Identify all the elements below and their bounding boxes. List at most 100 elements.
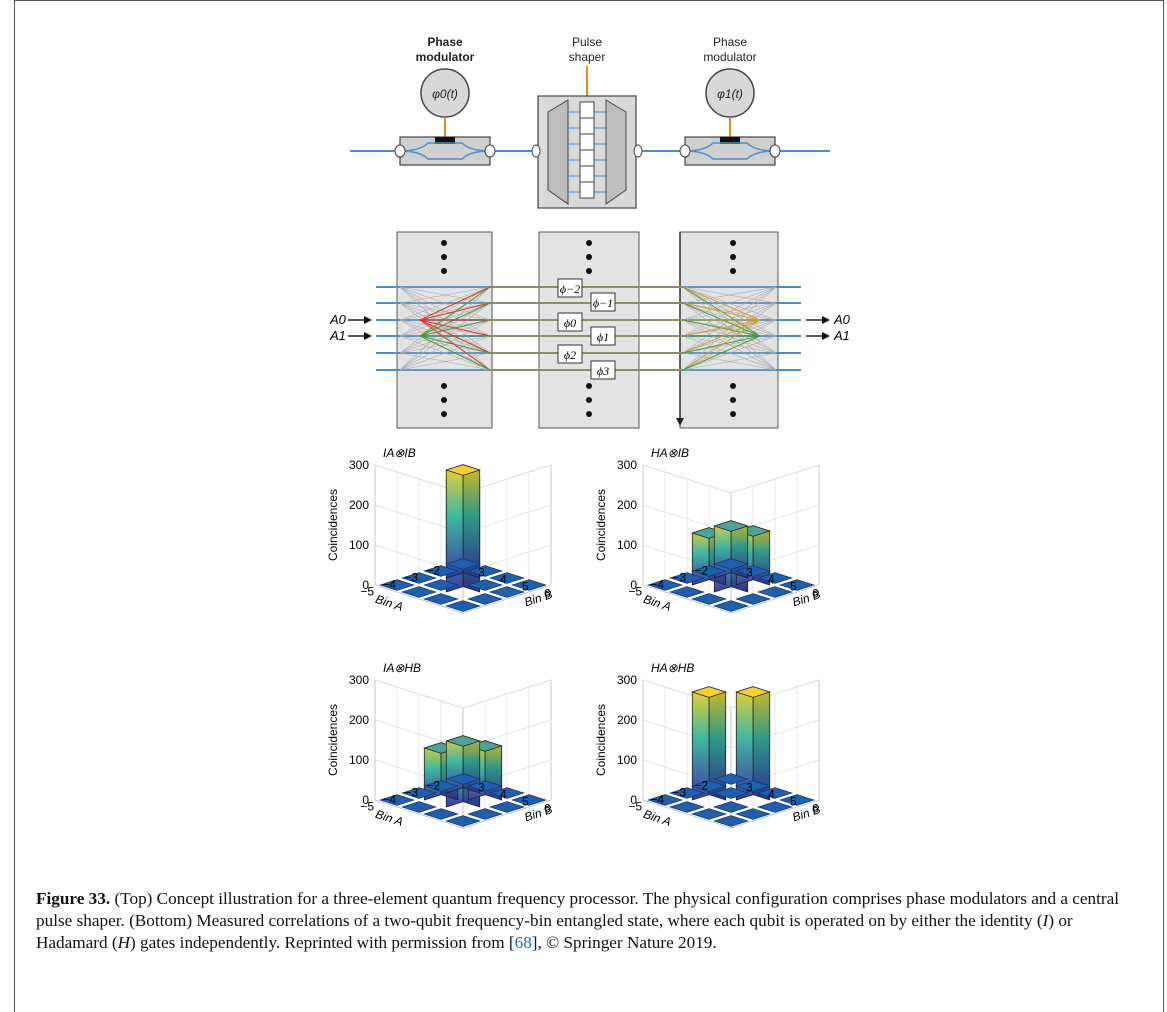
chart-3-z-tick-2: 200	[617, 713, 637, 727]
chart-3-floor-tile	[690, 808, 728, 820]
chart-1-floor-tile	[668, 586, 706, 598]
chart-0-x-tick-2: −3	[404, 571, 418, 585]
chart-2-floor-tile	[422, 780, 460, 792]
pm1-label-line2: modulator	[703, 50, 756, 64]
chart-0-z-tick-2: 200	[349, 498, 369, 512]
chart-1-y-tick-0: 3	[746, 566, 753, 580]
chart-0: 0 100 200 300 Coincidences IA⊗IB −5 −4 −3 −2 Bin A…	[326, 446, 554, 614]
middle-diagram: ϕ−2 ϕ−1 ϕ0 ϕ1 ϕ2 ϕ3 A0 A1 A0 A1	[329, 231, 851, 429]
chart-3-floor-tile	[668, 787, 706, 799]
chart-0-floor-tile	[510, 579, 548, 591]
chart-3: 0 100 200 300 Coincidences HA⊗HB −5 −4 −3 −2 Bin A…	[594, 661, 822, 829]
chart-3-x-tick-2: −3	[672, 786, 686, 800]
chart-1-z-tick-3: 300	[617, 458, 637, 472]
top-diagram: Phase modulator φ0(t) Pulse shaper	[350, 35, 830, 209]
chart-1-floor-tile	[712, 600, 750, 612]
chart-2-floor-tile	[422, 808, 460, 820]
chart-1-x-tick-0: −5	[628, 585, 642, 599]
chart-3-floor-tile	[712, 801, 750, 813]
chart-1-floor-tile	[734, 565, 772, 577]
pm1-phase-label: φ1(t)	[717, 87, 743, 101]
chart-1-y-tick-1: 4	[768, 573, 775, 587]
phase-box-2: ϕ2	[564, 348, 576, 362]
chart-3-x-label: Bin A	[642, 807, 673, 829]
chart-0-x-label: Bin A	[374, 592, 405, 614]
chart-0-floor-tile	[378, 579, 416, 591]
chart-2-y-tick-0: 3	[478, 781, 485, 795]
phase-box-m2: ϕ−2	[560, 282, 580, 296]
chart-1-floor-tile	[646, 579, 684, 591]
output-label-a0: A0	[833, 312, 851, 327]
phase-modulator-0: Phase modulator φ0(t)	[394, 35, 496, 166]
chart-2-floor-tile	[378, 794, 416, 806]
chart-3-x-tick-3: −2	[694, 779, 708, 793]
caption-label: Figure 33.	[36, 889, 111, 908]
chart-0-floor-tile	[422, 593, 460, 605]
chart-0-title: IA⊗IB	[383, 446, 416, 460]
chart-3-floor-tile	[778, 794, 816, 806]
chart-0-x-tick-0: −5	[360, 585, 374, 599]
chart-0-x-tick-3: −2	[426, 564, 440, 578]
pm0-label-line1: Phase	[427, 35, 463, 49]
caption-text-1: (Top) Concept illustration for a three-e…	[36, 889, 1120, 930]
chart-2-x-tick-3: −2	[426, 779, 440, 793]
chart-0-z-label: Coincidences	[326, 489, 340, 561]
chart-1-floor-tile	[712, 558, 750, 570]
phase-box-0: ϕ0	[564, 316, 576, 330]
chart-3-bar-top	[690, 686, 728, 698]
phase-box-m1: ϕ−1	[593, 296, 613, 310]
chart-1-floor-tile	[734, 593, 772, 605]
pm1-label-line1: Phase	[713, 35, 747, 49]
chart-1-z-tick-2: 200	[617, 498, 637, 512]
caption-text-3: ) gates independently. Reprinted with pe…	[130, 933, 515, 952]
caption-reference-link[interactable]: 68	[514, 933, 532, 952]
chart-2-floor-tile	[400, 801, 438, 813]
chart-3-x-tick-1: −4	[650, 793, 664, 807]
chart-2-floor-tile	[466, 808, 504, 820]
page-border-right	[1163, 0, 1164, 1012]
caption-text-2: ) or Hadamard (	[36, 911, 1073, 952]
chart-2-bar-top	[444, 735, 482, 747]
phase-box-1: ϕ1	[597, 330, 609, 344]
chart-0-floor-tile	[444, 558, 482, 570]
chart-2-y-tick-2: 5	[522, 795, 529, 809]
ellipsis-dots	[441, 240, 736, 417]
chart-0-floor-tile	[444, 600, 482, 612]
chart-3-z-tick-0: 0	[630, 793, 637, 807]
chart-2-z-tick-0: 0	[362, 793, 369, 807]
chart-1: 0 100 200 300 Coincidences HA⊗IB −5 −4 −3 −2 Bin A…	[594, 446, 822, 614]
input-label-a1: A1	[329, 328, 346, 343]
chart-3-floor-tile	[712, 787, 750, 799]
chart-1-floor-tile	[668, 572, 706, 584]
io-labels: A0 A1 A0 A1	[329, 312, 851, 343]
chart-3-y-tick-3: 6	[812, 802, 819, 816]
chart-0-z-tick-1: 100	[349, 538, 369, 552]
chart-0-y-tick-2: 5	[522, 580, 529, 594]
chart-0-y-tick-3: 6	[544, 587, 551, 601]
chart-2-z-tick-2: 200	[349, 713, 369, 727]
chart-1-x-tick-3: −2	[694, 564, 708, 578]
page-border-left	[14, 0, 15, 1012]
chart-0-z-tick-3: 300	[349, 458, 369, 472]
chart-0-y-tick-1: 4	[500, 573, 507, 587]
chart-3-floor-tile	[734, 780, 772, 792]
chart-3-z-tick-1: 100	[617, 753, 637, 767]
chart-3-x-tick-0: −5	[628, 800, 642, 814]
chart-1-x-tick-1: −4	[650, 578, 664, 592]
chart-3-floor-tile	[756, 787, 794, 799]
chart-0-floor-tile	[466, 579, 504, 591]
chart-3-title: HA⊗HB	[651, 661, 694, 675]
chart-2-title: IA⊗HB	[383, 661, 421, 675]
chart-1-floor-tile	[778, 579, 816, 591]
chart-1-z-tick-0: 0	[630, 578, 637, 592]
chart-3-floor-tile	[734, 808, 772, 820]
chart-0-floor-tile	[488, 586, 526, 598]
chart-3-y-tick-2: 5	[790, 795, 797, 809]
chart-3-z-tick-3: 300	[617, 673, 637, 687]
chart-0-y-tick-0: 3	[478, 566, 485, 580]
chart-1-z-label: Coincidences	[594, 489, 608, 561]
chart-2-x-tick-0: −5	[360, 800, 374, 814]
chart-1-floor-tile	[690, 593, 728, 605]
caption-hadamard-symbol: H	[117, 933, 131, 952]
chart-2-floor-tile	[510, 794, 548, 806]
